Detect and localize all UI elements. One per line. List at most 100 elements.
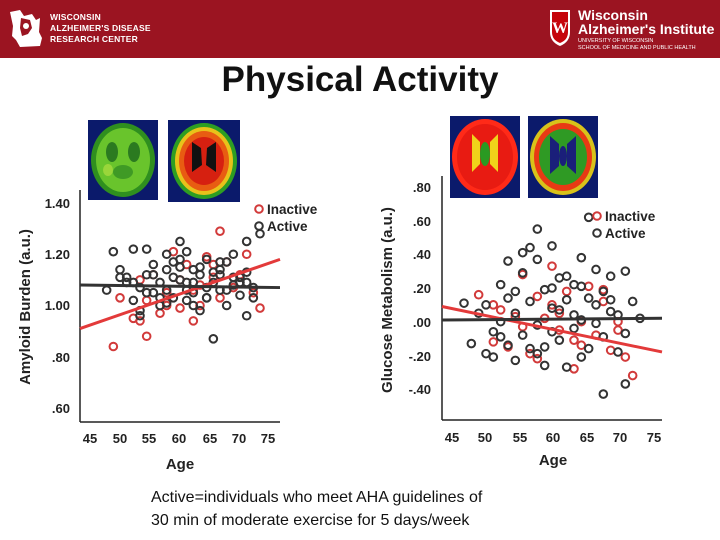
data-point-active xyxy=(620,328,631,339)
data-point-active xyxy=(175,254,185,265)
data-point-active xyxy=(583,293,594,303)
data-point-inactive xyxy=(495,305,506,315)
x-tick-label: 45 xyxy=(83,431,97,446)
data-point-active xyxy=(591,300,601,310)
data-point-inactive xyxy=(135,316,145,326)
data-point-active xyxy=(539,360,550,371)
wai-title-line-1: Wisconsin xyxy=(578,7,648,23)
data-point-inactive xyxy=(576,340,587,351)
data-point-active xyxy=(228,249,239,260)
legend-label-inactive: Inactive xyxy=(605,209,656,224)
wai-logo[interactable]: W Wisconsin Alzheimer's Institute UNIVER… xyxy=(548,6,718,52)
data-point-active xyxy=(532,254,543,265)
legend-marker-active xyxy=(254,221,264,231)
brain-scan-glucose-active xyxy=(528,116,598,198)
data-point-active xyxy=(148,269,159,280)
trend-line-active xyxy=(79,283,281,290)
data-point-active xyxy=(510,308,521,319)
brain-scan-glucose-inactive xyxy=(450,116,520,198)
x-tick-label: 55 xyxy=(513,430,527,445)
caption-line-2: 30 min of moderate exercise for 5 days/w… xyxy=(151,512,470,529)
data-point-inactive xyxy=(627,370,638,381)
x-tick-label: 50 xyxy=(113,431,127,446)
data-point-active xyxy=(547,283,557,293)
data-point-active xyxy=(576,252,587,263)
data-point-active xyxy=(128,295,139,306)
legend-marker-inactive xyxy=(254,204,264,214)
y-tick-label: 1.40 xyxy=(45,196,70,211)
data-point-active xyxy=(503,340,513,351)
data-point-active xyxy=(148,259,159,270)
data-point-active xyxy=(161,264,172,275)
data-point-active xyxy=(188,300,199,311)
y-tick-label: 1.20 xyxy=(45,247,70,262)
data-point-inactive xyxy=(561,286,572,297)
x-tick-label: 60 xyxy=(546,430,560,445)
data-point-active xyxy=(466,338,477,349)
data-point-active xyxy=(561,294,572,305)
uw-crest-icon: W xyxy=(550,10,570,46)
x-tick-label: 70 xyxy=(232,431,246,446)
page-title: Physical Activity xyxy=(221,60,499,99)
y-tick-label: -.20 xyxy=(409,349,431,364)
y-tick-label: .40 xyxy=(413,247,431,262)
y-tick-label: .80 xyxy=(52,350,70,365)
data-point-active xyxy=(248,293,259,303)
data-point-inactive xyxy=(108,341,119,352)
data-point-active xyxy=(141,244,152,254)
y-tick-label: .00 xyxy=(413,315,431,330)
legend-marker-inactive xyxy=(592,211,602,221)
data-point-active xyxy=(135,282,145,293)
y-tick-label: 1.00 xyxy=(45,298,70,313)
data-point-active xyxy=(201,254,212,265)
data-point-active xyxy=(175,236,185,247)
legend-marker-active xyxy=(592,228,602,238)
wai-title-line-2: Alzheimer's Institute xyxy=(578,21,715,37)
data-point-active xyxy=(569,323,579,334)
data-point-active xyxy=(583,212,594,223)
data-point-active xyxy=(181,295,192,306)
x-tick-label: 50 xyxy=(478,430,492,445)
data-point-active xyxy=(168,272,179,283)
data-point-active xyxy=(135,310,145,321)
data-point-active xyxy=(598,389,609,399)
trend-line-active xyxy=(441,316,663,322)
data-point-active xyxy=(201,293,212,303)
data-point-active xyxy=(195,305,205,316)
trend-line-inactive xyxy=(79,257,281,330)
data-point-active xyxy=(121,272,132,283)
data-point-active xyxy=(591,318,601,329)
data-point-active xyxy=(503,256,513,266)
x-tick-label: 55 xyxy=(142,431,156,446)
data-point-active xyxy=(532,348,543,359)
data-point-active xyxy=(532,224,543,234)
wadrc-line-3: RESEARCH CENTER xyxy=(50,34,139,44)
wai-sub-line-2: SCHOOL OF MEDICINE AND PUBLIC HEALTH xyxy=(578,45,696,51)
data-point-active xyxy=(539,342,550,352)
data-point-inactive xyxy=(532,291,543,302)
data-point-active xyxy=(620,379,631,389)
data-point-active xyxy=(576,281,587,292)
y-tick-label: .80 xyxy=(413,180,431,195)
data-point-inactive xyxy=(569,335,579,345)
data-point-active xyxy=(241,310,252,321)
data-point-active xyxy=(525,296,535,307)
data-point-active xyxy=(605,294,616,305)
data-point-active xyxy=(620,266,631,276)
legend-label-active: Active xyxy=(605,226,646,241)
wai-sub-line-1: UNIVERSITY OF WISCONSIN xyxy=(578,38,654,44)
data-point-active xyxy=(503,293,513,303)
data-point-inactive xyxy=(547,300,557,310)
x-tick-label: 60 xyxy=(172,431,186,446)
data-point-active xyxy=(161,249,172,260)
data-point-active xyxy=(605,306,616,317)
brain-scan-amyloid-active xyxy=(88,120,158,200)
data-point-active xyxy=(459,298,469,308)
data-point-active xyxy=(510,286,521,297)
y-tick-label: .60 xyxy=(413,214,431,229)
wadrc-logo[interactable]: WISCONSIN ALZHEIMER'S DISEASE RESEARCH C… xyxy=(6,8,156,52)
data-point-active xyxy=(613,347,623,357)
data-point-active xyxy=(141,287,152,298)
trend-line-inactive xyxy=(441,305,663,354)
x-tick-label: 65 xyxy=(580,430,594,445)
